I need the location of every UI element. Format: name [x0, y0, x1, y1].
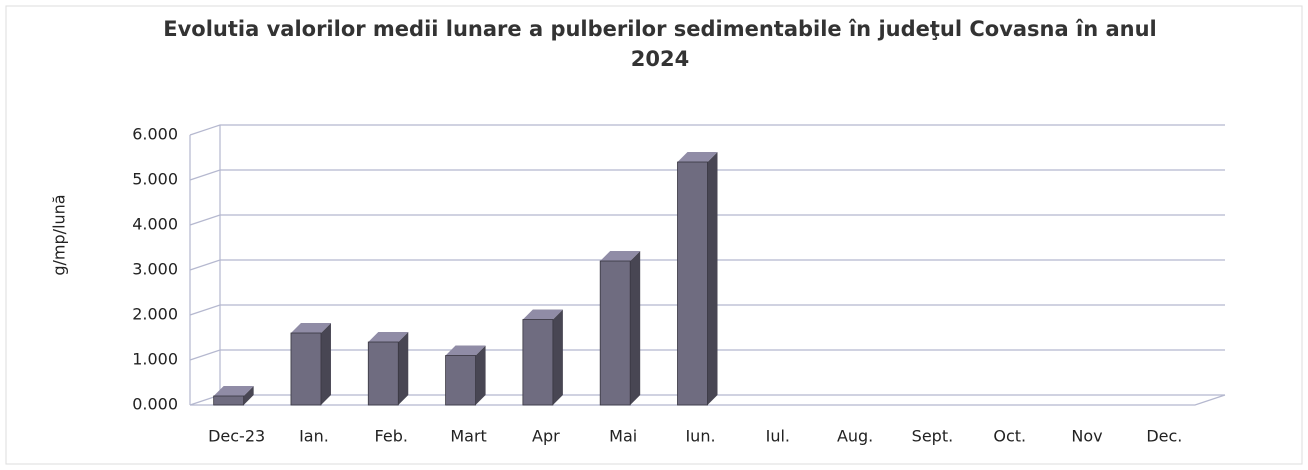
x-tick-label: Ian.	[299, 427, 329, 446]
bar	[213, 395, 245, 406]
bar	[290, 332, 322, 406]
y-tick-label: 5.000	[132, 170, 178, 189]
bar	[599, 260, 631, 406]
x-tick-label: Mai	[609, 427, 637, 446]
x-tick-label: Feb.	[375, 427, 408, 446]
bar-top	[290, 323, 331, 333]
bar-side	[320, 323, 331, 405]
x-tick-label: Nov	[1071, 427, 1102, 446]
y-tick-label: 4.000	[132, 215, 178, 234]
y-tick-label: 3.000	[132, 260, 178, 279]
bar	[367, 341, 399, 406]
x-tick-label: Oct.	[993, 427, 1026, 446]
bar	[445, 355, 476, 406]
bar-top	[677, 152, 718, 162]
bar-side	[630, 251, 641, 405]
x-tick-label: Sept.	[912, 427, 954, 446]
x-tick-label: Apr	[532, 427, 560, 446]
bar-top	[213, 386, 254, 396]
bar-top	[368, 332, 409, 342]
y-axis-label: g/mp/lună	[50, 194, 69, 275]
bar-side	[243, 386, 254, 405]
y-tick-label: 2.000	[132, 305, 178, 324]
x-tick-label: Dec-23	[208, 427, 265, 446]
x-tick-label: Aug.	[837, 427, 873, 446]
bar	[677, 161, 708, 406]
bar	[522, 319, 554, 406]
y-tick-label: 6.000	[132, 125, 178, 144]
y-tick-label: 1.000	[132, 350, 178, 369]
bar-side	[707, 152, 718, 405]
bar-top	[445, 345, 486, 356]
bar-side	[475, 345, 486, 405]
y-tick-label: 0.000	[132, 395, 178, 414]
x-tick-label: Iul.	[766, 427, 790, 446]
bar-top	[522, 309, 563, 320]
x-tick-label: Iun.	[685, 427, 715, 446]
bar-side	[398, 332, 409, 405]
bar-top	[600, 251, 641, 261]
x-tick-label: Dec.	[1146, 427, 1182, 446]
bar-side	[552, 309, 563, 405]
chart-title: Evolutia valorilor medii lunare a pulber…	[163, 17, 1157, 71]
x-tick-label: Mart	[450, 427, 486, 446]
